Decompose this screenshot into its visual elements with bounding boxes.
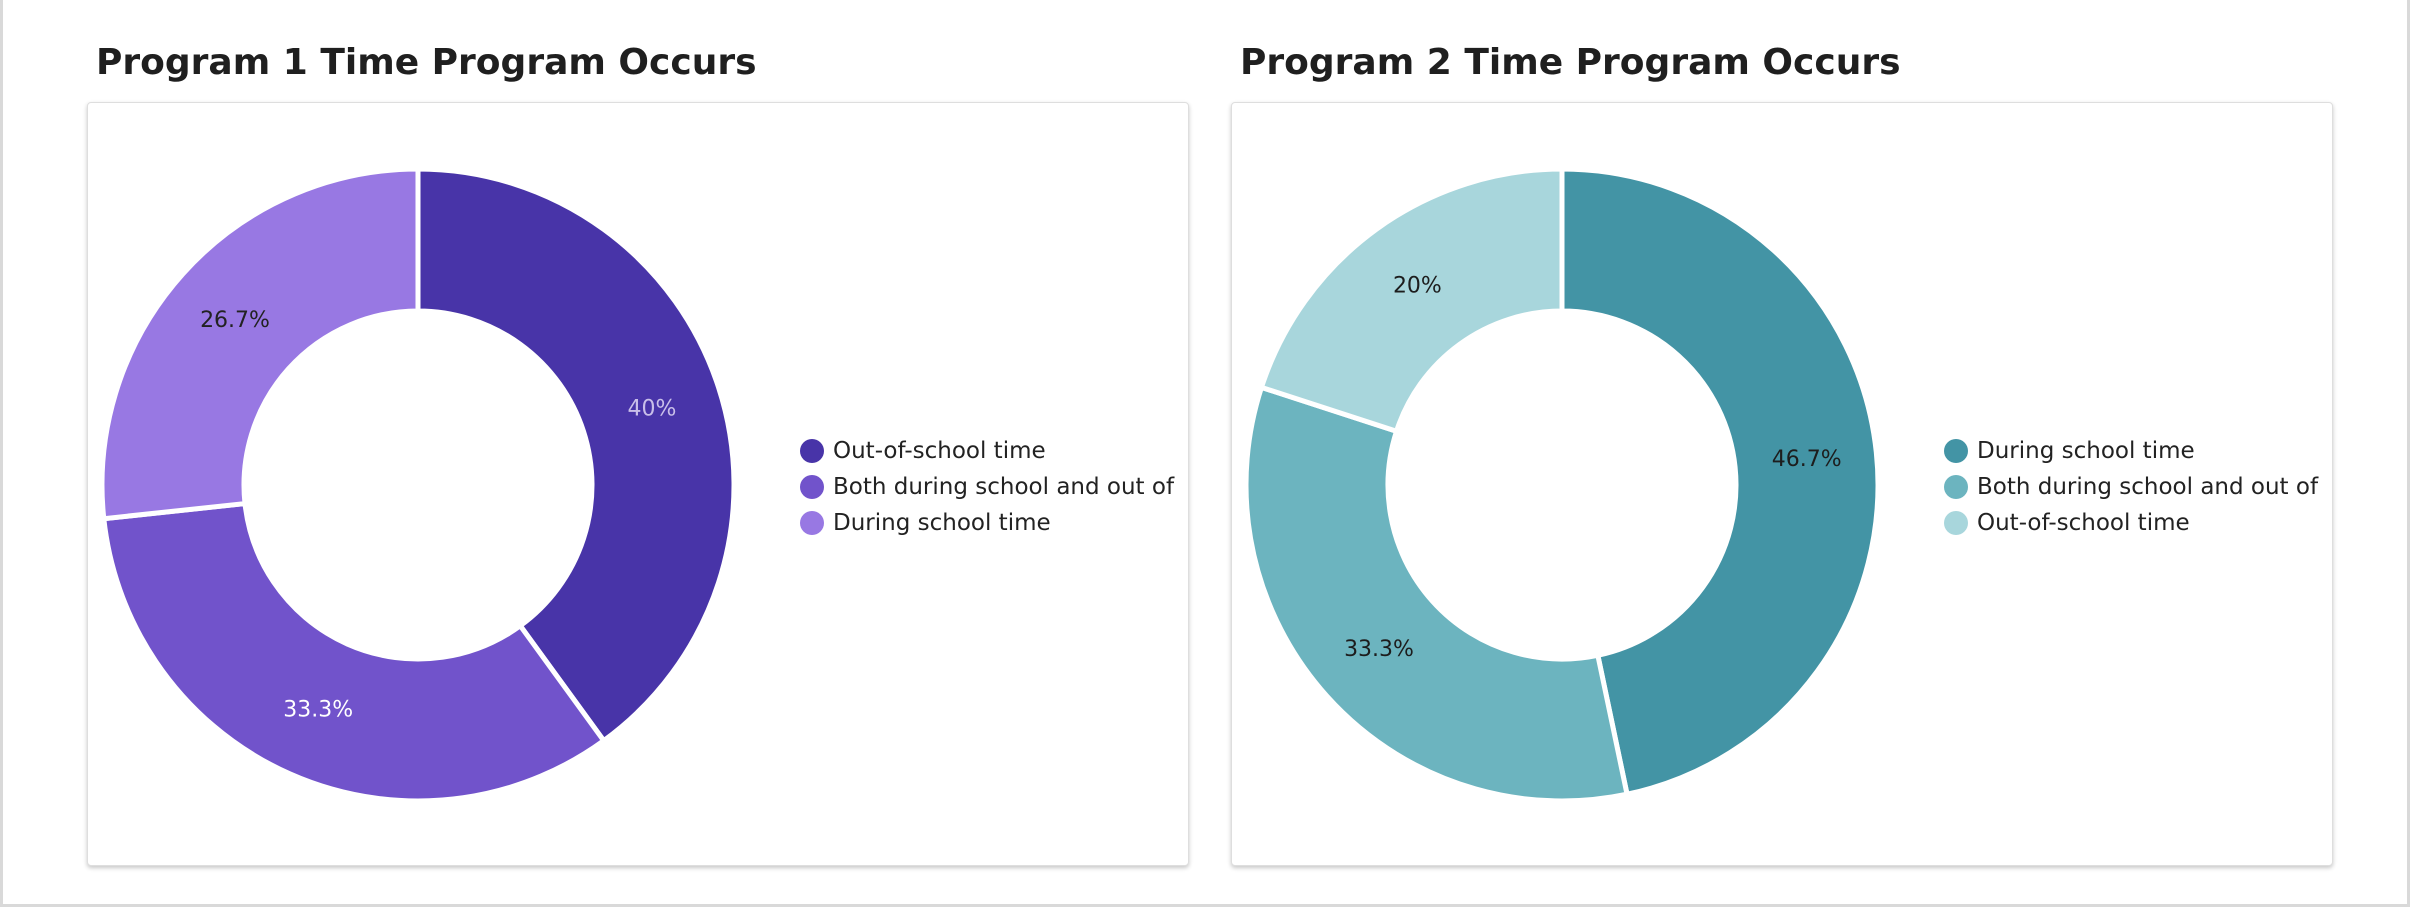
- donut-chart: 40% 33.3% 26.7%: [99, 166, 737, 804]
- legend-item[interactable]: Out-of-school time: [800, 433, 1174, 469]
- legend-swatch-icon: [1944, 475, 1968, 499]
- chart-card: 40% 33.3% 26.7% Out-of-school time Both du…: [87, 102, 1189, 866]
- legend-label: Out-of-school time: [1977, 510, 2190, 536]
- chart-title: Program 2 Time Program Occurs: [1240, 42, 1901, 83]
- pie-slice[interactable]: [415, 166, 737, 745]
- legend-label: Out-of-school time: [833, 438, 1046, 464]
- legend-label: Both during school and out of: [1977, 474, 2319, 500]
- legend-swatch-icon: [800, 511, 824, 535]
- program-2-panel: Program 2 Time Program Occurs 46.7% 33.3%…: [1231, 0, 2335, 870]
- chart-card: 46.7% 33.3% 20% During school time Both du…: [1231, 102, 2333, 866]
- chart-legend: Out-of-school time Both during school an…: [800, 433, 1174, 541]
- legend-label: During school time: [833, 510, 1051, 536]
- legend-swatch-icon: [800, 475, 824, 499]
- pie-slice[interactable]: [1243, 384, 1631, 804]
- legend-label: During school time: [1977, 438, 2195, 464]
- pie-slice[interactable]: [99, 166, 421, 522]
- chart-title: Program 1 Time Program Occurs: [96, 42, 757, 83]
- legend-item[interactable]: During school time: [800, 505, 1174, 541]
- chart-legend: During school time Both during school an…: [1944, 433, 2318, 541]
- slice-value-label: 33.3%: [1344, 637, 1414, 662]
- slice-value-label: 33.3%: [283, 697, 353, 722]
- legend-item[interactable]: During school time: [1944, 433, 2318, 469]
- slice-value-label: 46.7%: [1772, 447, 1842, 472]
- legend-swatch-icon: [1944, 511, 1968, 535]
- pie-slice[interactable]: [101, 500, 608, 804]
- legend-item[interactable]: Both during school and out of: [1944, 469, 2318, 505]
- slice-value-label: 26.7%: [200, 308, 270, 333]
- program-1-panel: Program 1 Time Program Occurs 40% 33.3% 26…: [87, 0, 1191, 870]
- pie-slice[interactable]: [1559, 166, 1881, 798]
- legend-swatch-icon: [800, 439, 824, 463]
- slice-value-label: 20%: [1393, 273, 1442, 298]
- pie-slice[interactable]: [1258, 166, 1565, 435]
- legend-item[interactable]: Out-of-school time: [1944, 505, 2318, 541]
- legend-item[interactable]: Both during school and out of: [800, 469, 1174, 505]
- legend-swatch-icon: [1944, 439, 1968, 463]
- slice-value-label: 40%: [628, 396, 677, 421]
- donut-chart: 46.7% 33.3% 20%: [1243, 166, 1881, 804]
- legend-label: Both during school and out of: [833, 474, 1175, 500]
